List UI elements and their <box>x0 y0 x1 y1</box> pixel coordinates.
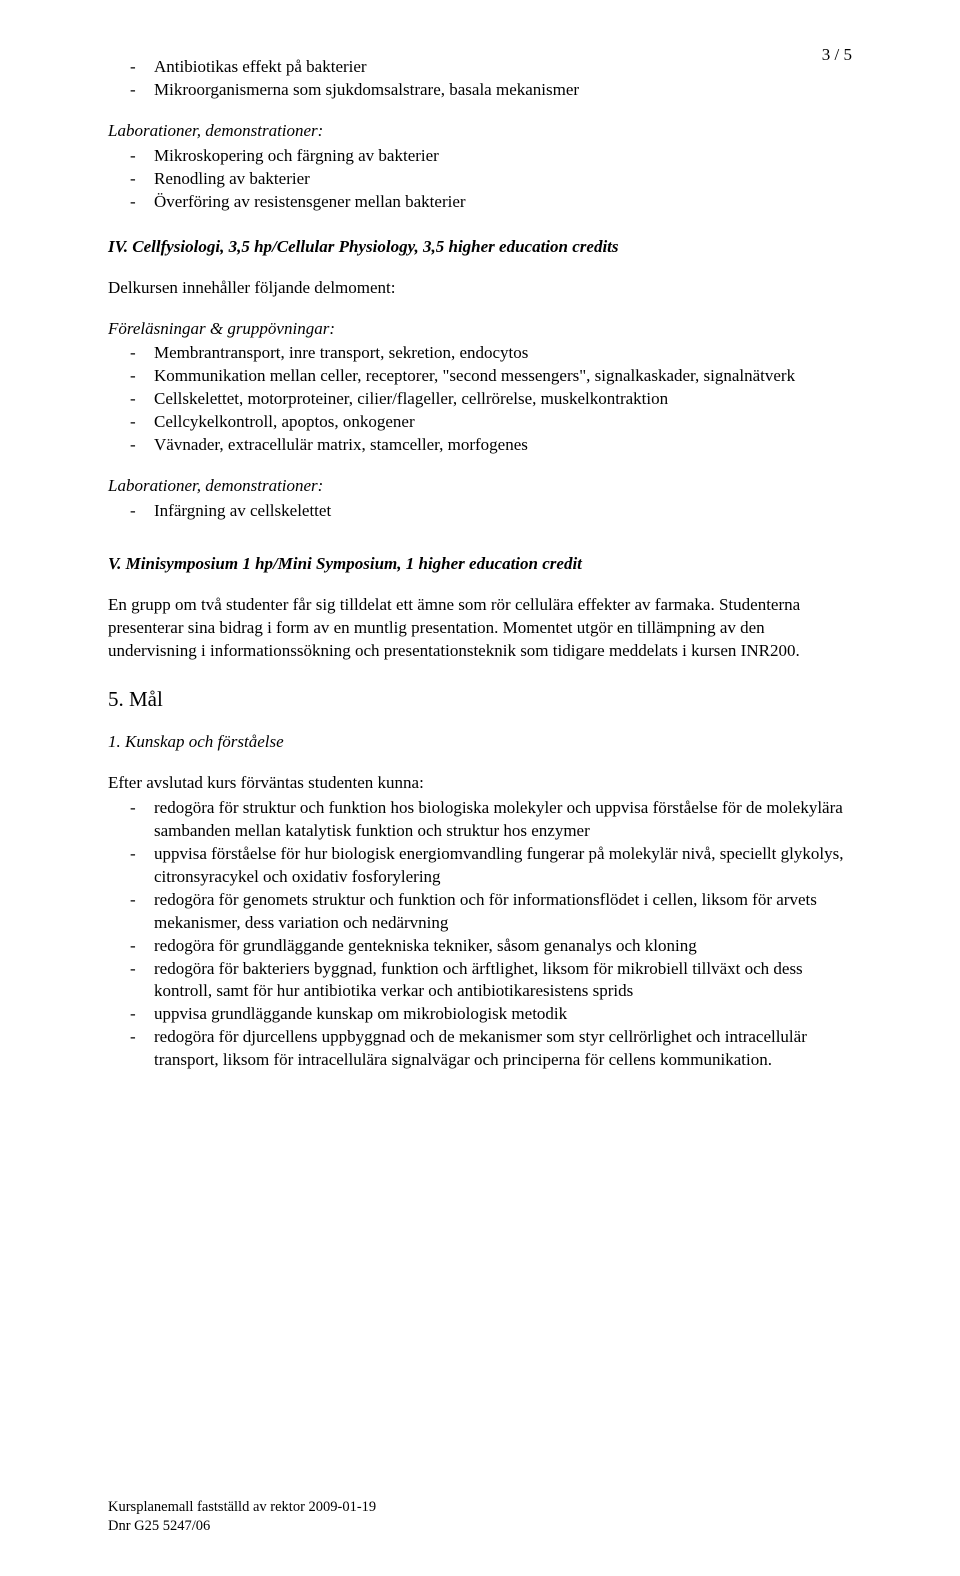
list-item: redogöra för struktur och funktion hos b… <box>108 797 852 843</box>
section-5-mal: 5. Mål <box>108 685 852 713</box>
top-bullet-list: Antibiotikas effekt på bakterier Mikroor… <box>108 56 852 102</box>
document-page: 3 / 5 Antibiotikas effekt på bakterier M… <box>0 0 960 1576</box>
lab-header-2: Laborationer, demonstrationer: <box>108 475 852 498</box>
page-footer: Kursplanemall fastställd av rektor 2009-… <box>108 1498 376 1536</box>
list-item: uppvisa förståelse för hur biologisk ene… <box>108 843 852 889</box>
footer-line-2: Dnr G25 5247/06 <box>108 1517 376 1536</box>
list-item: Vävnader, extracellulär matrix, stamcell… <box>108 434 852 457</box>
list-item: Cellcykelkontroll, apoptos, onkogener <box>108 411 852 434</box>
footer-line-1: Kursplanemall fastställd av rektor 2009-… <box>108 1498 376 1517</box>
list-item: uppvisa grundläggande kunskap om mikrobi… <box>108 1003 852 1026</box>
list-item: redogöra för djurcellens uppbyggnad och … <box>108 1026 852 1072</box>
efter-line: Efter avslutad kurs förväntas studenten … <box>108 772 852 795</box>
kunskap-subheading: 1. Kunskap och förståelse <box>108 731 852 754</box>
list-item: Kommunikation mellan celler, receptorer,… <box>108 365 852 388</box>
delkursen-line: Delkursen innehåller följande delmoment: <box>108 277 852 300</box>
list-item: Överföring av resistensgener mellan bakt… <box>108 191 852 214</box>
top-lab-bullet-list: Mikroskopering och färgning av bakterier… <box>108 145 852 214</box>
list-item: redogöra för genomets struktur och funkt… <box>108 889 852 935</box>
minisymp-paragraph: En grupp om två studenter får sig tillde… <box>108 594 852 663</box>
list-item: Membrantransport, inre transport, sekret… <box>108 342 852 365</box>
list-item: redogöra för grundläggande gentekniska t… <box>108 935 852 958</box>
lectures-bullet-list: Membrantransport, inre transport, sekret… <box>108 342 852 457</box>
mal-bullet-list: redogöra för struktur och funktion hos b… <box>108 797 852 1072</box>
list-item: Infärgning av cellskelettet <box>108 500 852 523</box>
list-item: Antibiotikas effekt på bakterier <box>108 56 852 79</box>
lectures-header: Föreläsningar & gruppövningar: <box>108 318 852 341</box>
heading-v: V. Minisymposium 1 hp/Mini Symposium, 1 … <box>108 553 852 576</box>
list-item: redogöra för bakteriers byggnad, funktio… <box>108 958 852 1004</box>
list-item: Cellskelettet, motorproteiner, cilier/fl… <box>108 388 852 411</box>
list-item: Mikroorganismerna som sjukdomsalstrare, … <box>108 79 852 102</box>
lab-bullet-list-2: Infärgning av cellskelettet <box>108 500 852 523</box>
list-item: Mikroskopering och färgning av bakterier <box>108 145 852 168</box>
lab-header-top: Laborationer, demonstrationer: <box>108 120 852 143</box>
list-item: Renodling av bakterier <box>108 168 852 191</box>
heading-iv: IV. Cellfysiologi, 3,5 hp/Cellular Physi… <box>108 236 852 259</box>
